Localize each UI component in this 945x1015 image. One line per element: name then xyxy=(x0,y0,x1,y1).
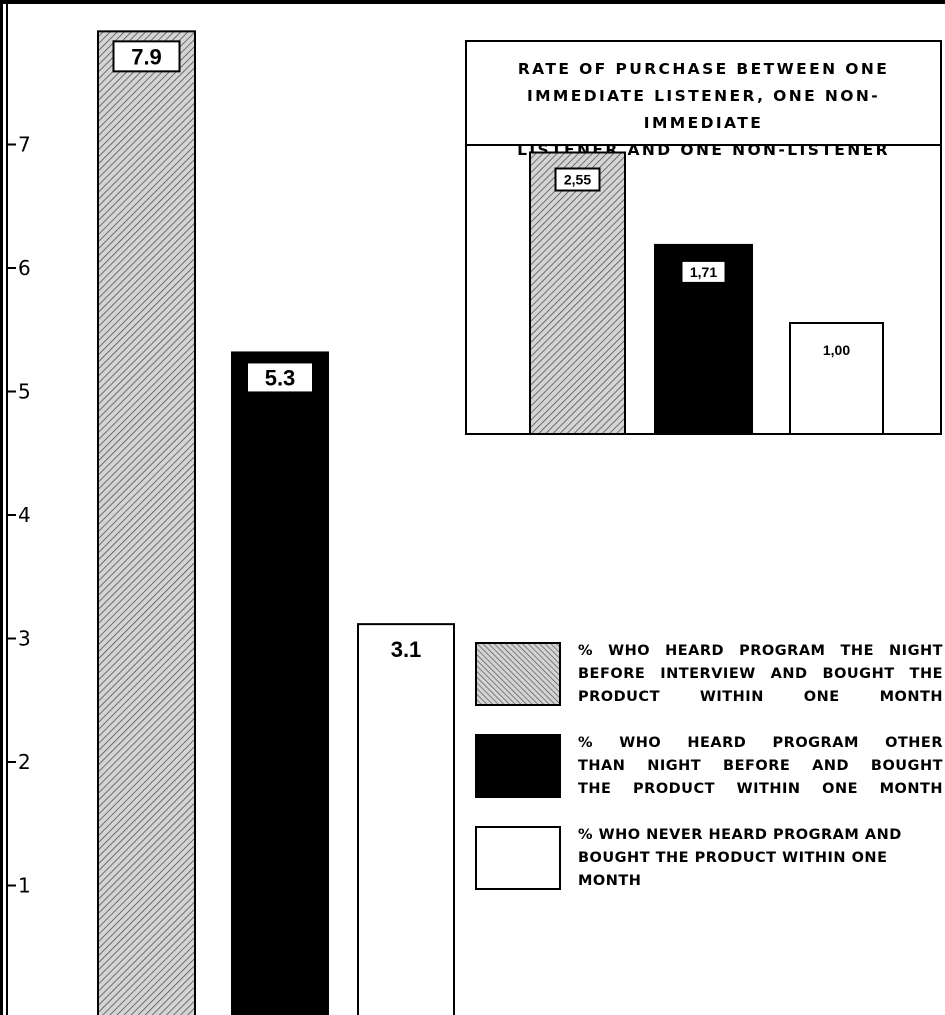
legend-line: THAN NIGHT BEFORE AND BOUGHT xyxy=(578,758,943,774)
inset-bar-value-label: 2,55 xyxy=(564,172,591,188)
legend-line: % WHO NEVER HEARD PROGRAM AND xyxy=(578,827,902,843)
bar-label-box xyxy=(112,40,181,73)
y-tick-label: 4 xyxy=(18,503,31,527)
legend-line: MONTH xyxy=(578,873,642,889)
inset-bar-value-label: 1,71 xyxy=(690,264,717,280)
y-axis: 1 2 3 4 5 6 7 xyxy=(8,133,31,898)
y-tick-label: 7 xyxy=(18,133,31,157)
inset-chart-panel: RATE OF PURCHASE BETWEEN ONE IMMEDIATE L… xyxy=(465,40,942,435)
main-bars: 7.9 5.3 3.1 xyxy=(97,30,455,1015)
legend-line: % WHO HEARD PROGRAM THE NIGHT xyxy=(578,643,943,659)
inset-bar-label-box xyxy=(680,259,727,284)
inset-bar-label-box xyxy=(554,167,601,192)
legend-line: PRODUCT WITHIN ONE MONTH xyxy=(578,689,943,705)
inset-title-line: RATE OF PURCHASE BETWEEN ONE xyxy=(517,60,890,78)
legend-swatch-hatched xyxy=(475,642,561,706)
bar xyxy=(231,351,329,1015)
legend-line: THE PRODUCT WITHIN ONE MONTH xyxy=(578,781,943,797)
inset-bar-value-label: 1,00 xyxy=(823,342,850,358)
bar xyxy=(97,30,196,1015)
legend-label: % WHO HEARD PROGRAM THE NIGHT BEFORE INT… xyxy=(578,640,943,709)
inset-bar xyxy=(529,151,626,433)
legend-swatch-white xyxy=(475,826,561,890)
bar-label-box xyxy=(246,361,314,394)
inset-title: RATE OF PURCHASE BETWEEN ONE IMMEDIATE L… xyxy=(467,42,940,159)
inset-bar xyxy=(654,243,753,433)
y-tick-label: 1 xyxy=(18,874,31,898)
y-tick-label: 5 xyxy=(18,380,31,404)
inset-bar-chart: 2,55 1,71 1,00 xyxy=(529,151,884,433)
inset-bar xyxy=(789,322,884,433)
y-tick-label: 3 xyxy=(18,627,31,651)
bar-value-label: 7.9 xyxy=(131,44,162,69)
legend-item-heard-night-before: % WHO HEARD PROGRAM THE NIGHT BEFORE INT… xyxy=(475,640,943,735)
y-tick-label: 6 xyxy=(18,256,31,280)
left-border-inner xyxy=(6,0,8,1015)
bar-value-label: 5.3 xyxy=(265,365,296,390)
legend-line: % WHO HEARD PROGRAM OTHER xyxy=(578,735,943,751)
bar xyxy=(357,623,455,1015)
left-border-outer xyxy=(0,0,3,1015)
legend-swatch-black xyxy=(475,734,561,798)
legend-item-never-heard: % WHO NEVER HEARD PROGRAM AND BOUGHT THE… xyxy=(475,824,940,919)
legend-label: % WHO NEVER HEARD PROGRAM AND BOUGHT THE… xyxy=(578,824,943,893)
legend-label: % WHO HEARD PROGRAM OTHER THAN NIGHT BEF… xyxy=(578,732,943,801)
bar-value-label: 3.1 xyxy=(391,637,422,662)
legend-line: BOUGHT THE PRODUCT WITHIN ONE xyxy=(578,850,888,866)
top-border xyxy=(0,0,945,4)
inset-title-line: IMMEDIATE LISTENER, ONE NON-IMMEDIATE xyxy=(526,87,881,132)
legend-item-heard-other: % WHO HEARD PROGRAM OTHER THAN NIGHT BEF… xyxy=(475,732,943,827)
y-tick-label: 2 xyxy=(18,750,31,774)
legend-line: BEFORE INTERVIEW AND BOUGHT THE xyxy=(578,666,943,682)
